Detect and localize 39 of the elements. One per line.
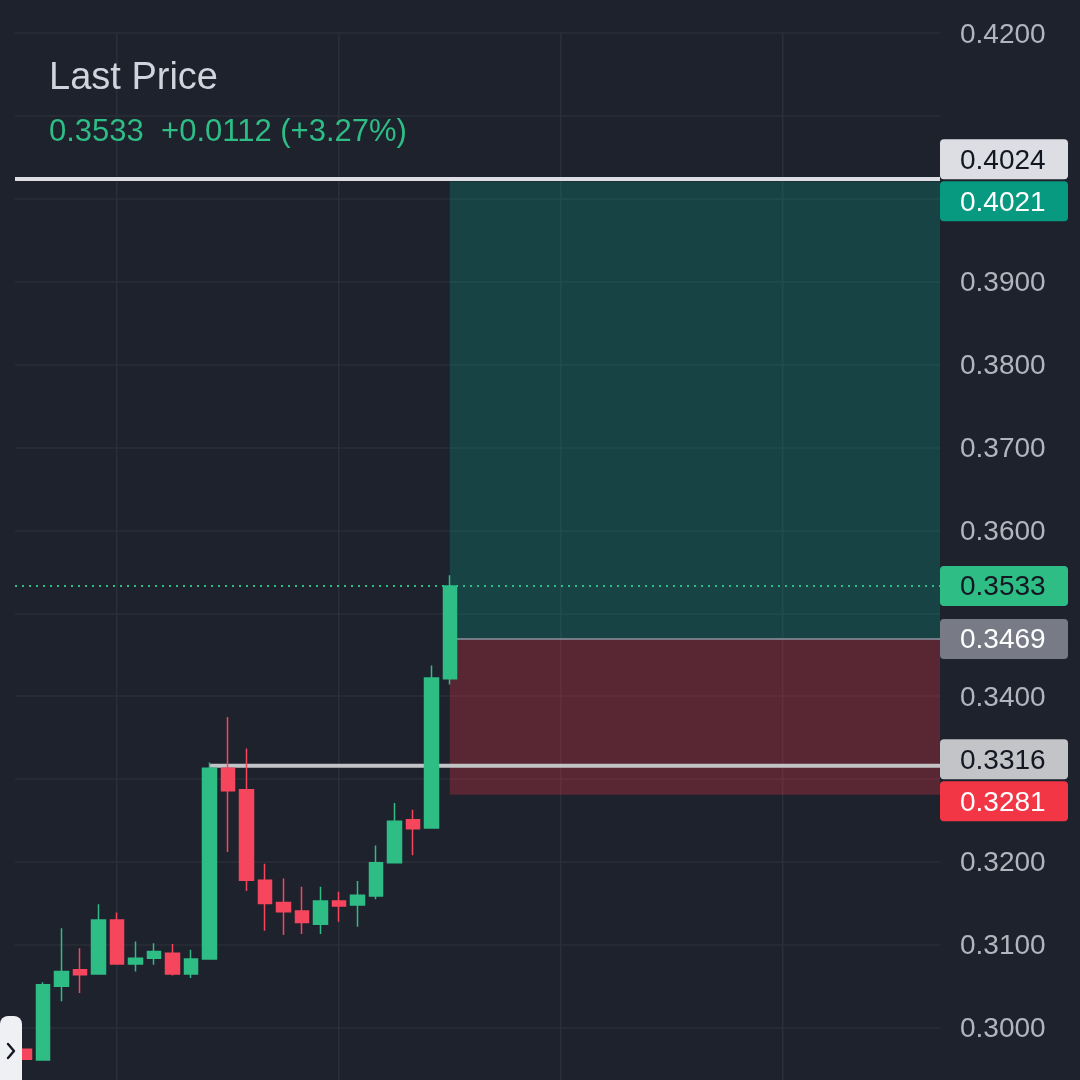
band-label: 0.3281 xyxy=(960,785,1046,817)
y-tick-label: 0.3600 xyxy=(960,514,1046,546)
candlestick xyxy=(312,886,329,935)
candlestick xyxy=(275,877,292,936)
y-tick-label: 0.3400 xyxy=(960,680,1046,712)
candlestick xyxy=(90,903,107,975)
candlestick xyxy=(405,809,421,857)
ref-line-label: 0.4024 xyxy=(960,143,1046,175)
band-label: 0.4021 xyxy=(960,185,1046,217)
candlestick xyxy=(294,886,310,935)
y-tick-label: 0.3200 xyxy=(960,846,1046,878)
y-tick-label: 0.3000 xyxy=(960,1012,1046,1044)
y-tick-label: 0.3100 xyxy=(960,929,1046,961)
candlestick xyxy=(183,949,199,979)
y-tick-label: 0.3900 xyxy=(960,266,1046,298)
candlestick xyxy=(164,943,181,977)
candlestick xyxy=(127,940,144,973)
candlestick xyxy=(331,891,347,923)
candlestick xyxy=(423,664,440,829)
y-tick-label: 0.3800 xyxy=(960,349,1046,381)
ref-line-label: 0.3469 xyxy=(960,623,1046,655)
y-tick-label: 0.3700 xyxy=(960,431,1046,463)
candlestick xyxy=(349,880,366,928)
candlestick xyxy=(386,802,403,864)
candlestick xyxy=(146,942,162,966)
candlestick xyxy=(53,927,70,1002)
candlestick xyxy=(238,747,255,892)
candlestick xyxy=(220,716,236,853)
ref-line-label: 0.3316 xyxy=(960,743,1046,775)
candlestick xyxy=(35,981,51,1061)
ref-line-label: 0.3533 xyxy=(960,570,1046,602)
candlestick xyxy=(257,862,273,932)
candlestick xyxy=(368,844,384,901)
candlestick xyxy=(201,761,218,960)
text: Last Price xyxy=(49,55,218,97)
text: 0.3533 +0.0112 (+3.27%) xyxy=(49,113,407,148)
y-tick-label: 0.4200 xyxy=(960,17,1046,49)
candlestick xyxy=(109,911,125,966)
candlestick xyxy=(72,947,88,994)
